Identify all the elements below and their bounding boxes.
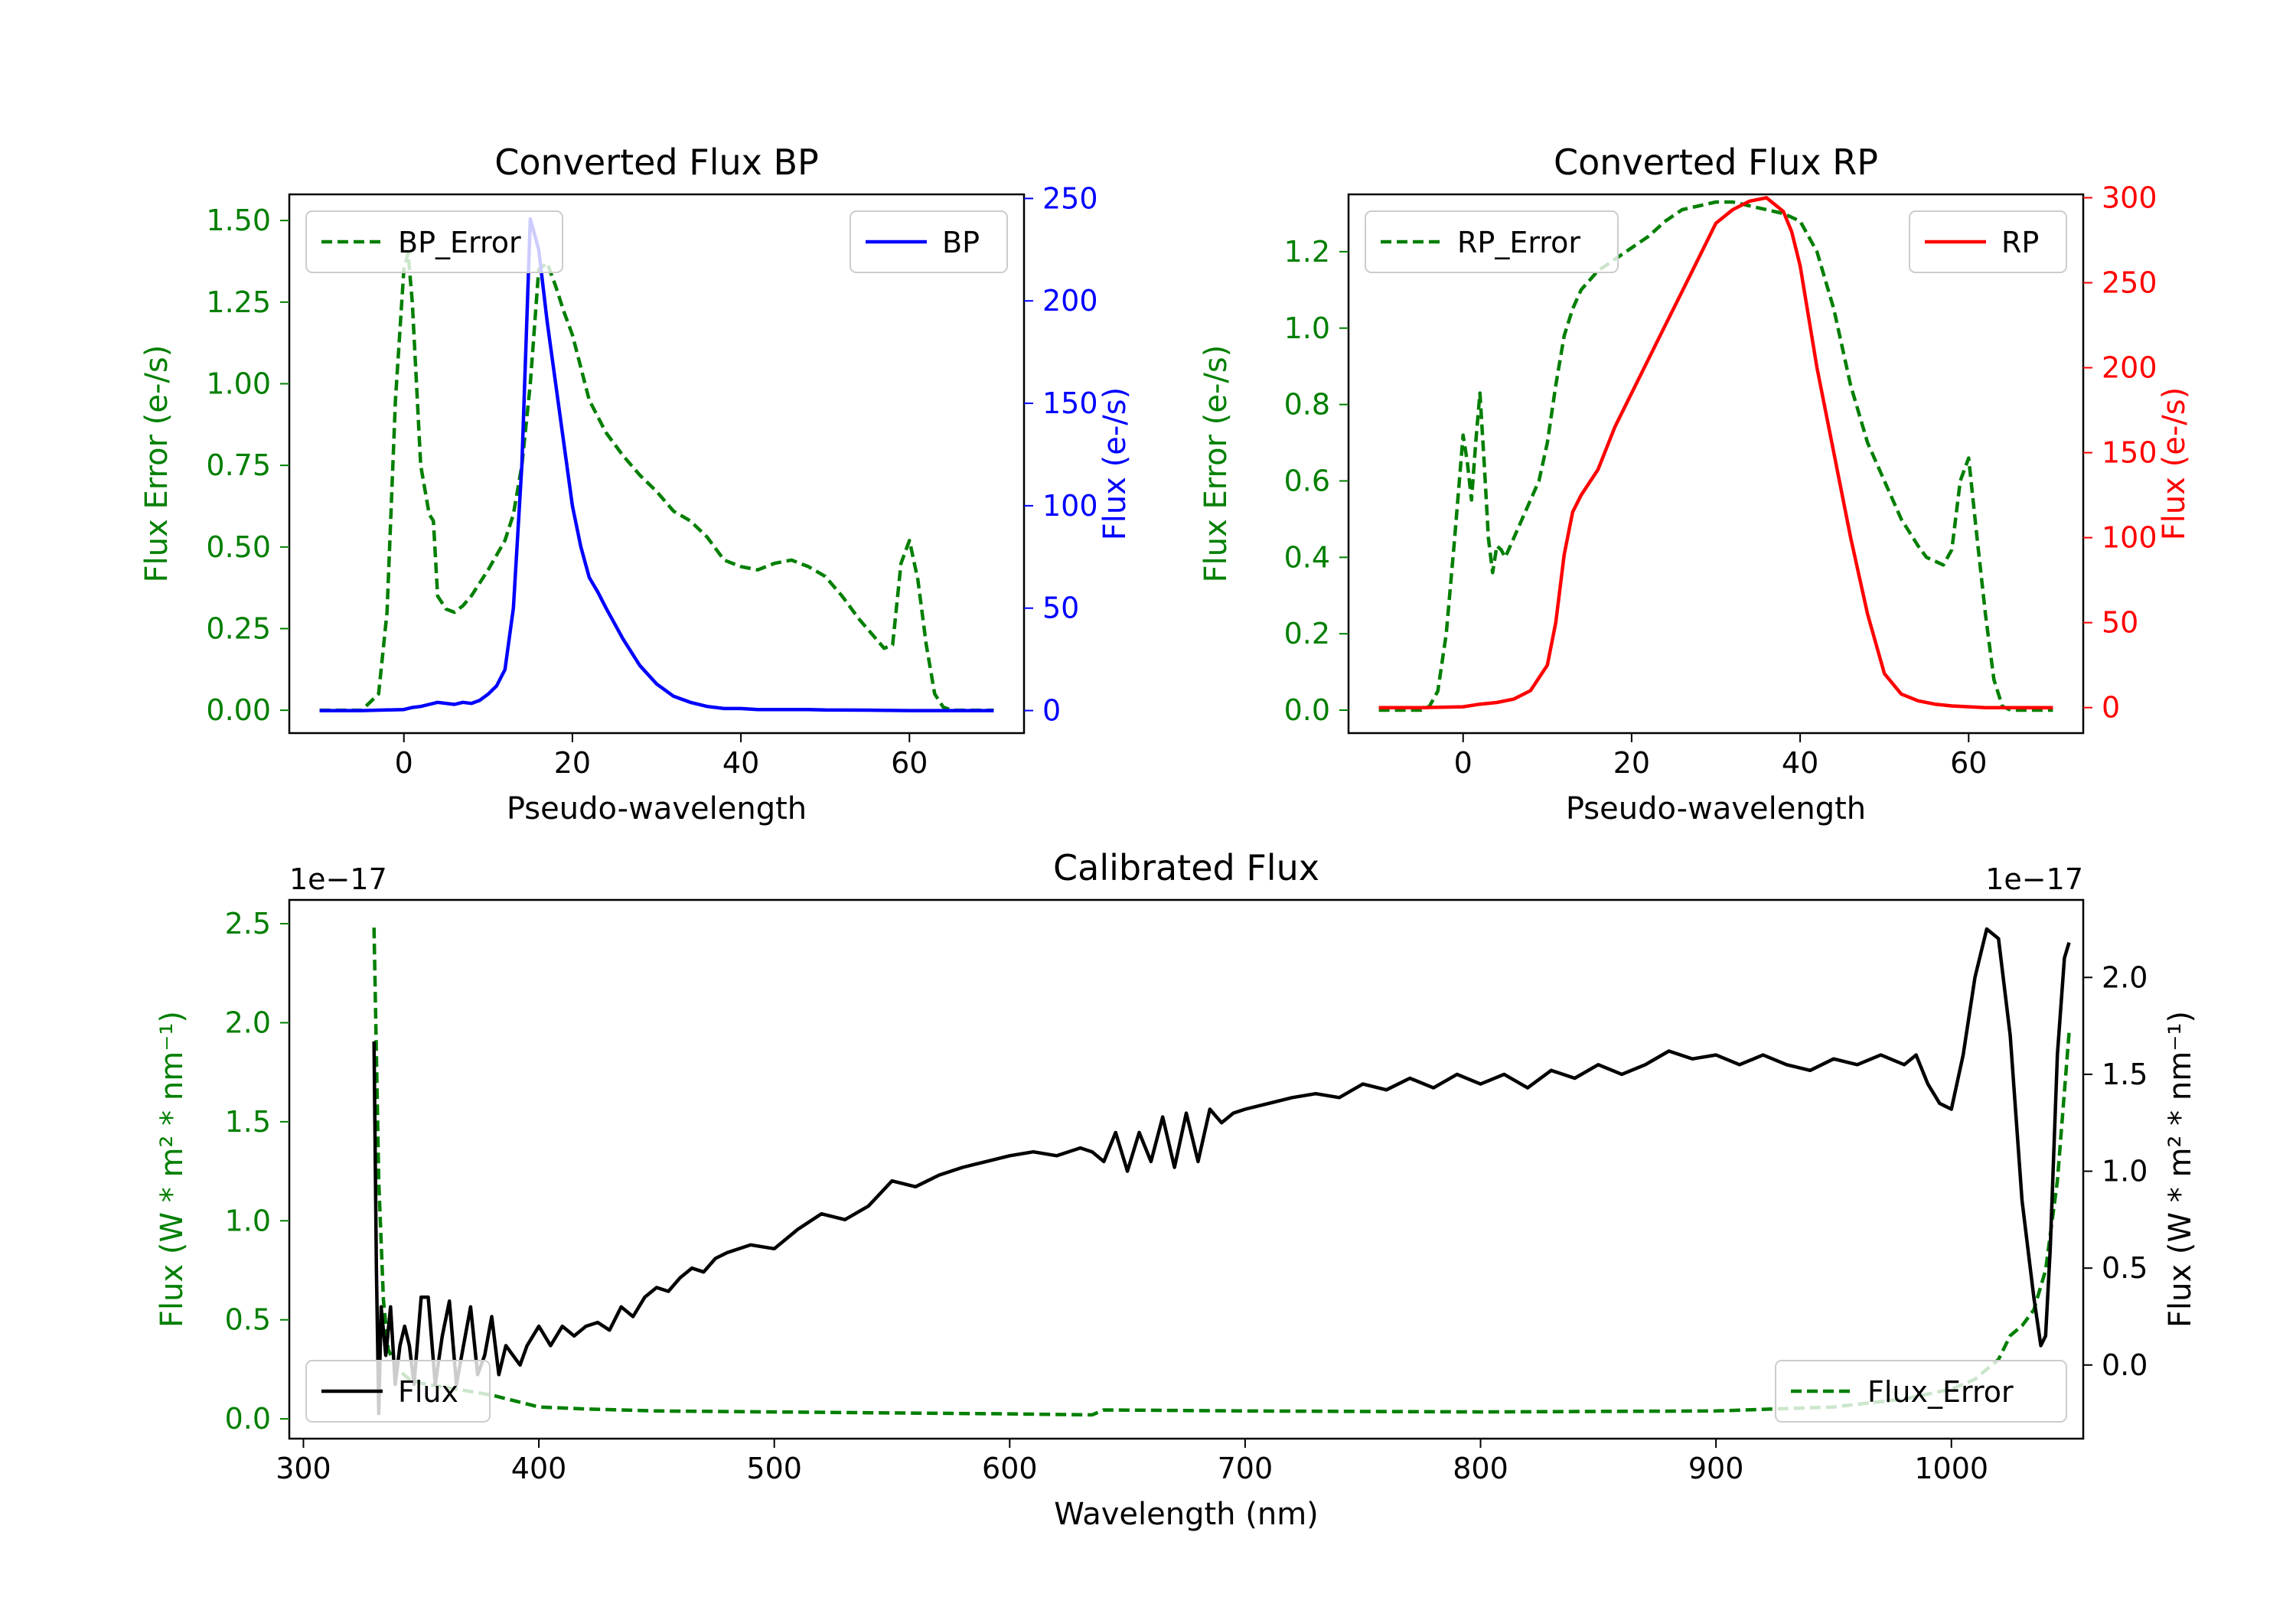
rp-series-rp-error [1378, 200, 2053, 712]
bp-ytick-left-label: 1.00 [206, 367, 271, 400]
bp-ytick-right-label: 150 [1042, 386, 1098, 420]
cal-series-flux-error [372, 927, 2071, 1417]
cal-legend-left [305, 1360, 491, 1423]
cal-ytick-right-label: 0.5 [2102, 1251, 2148, 1285]
rp-ytick-right-label: 250 [2102, 266, 2157, 299]
rp-ytick-right-label: 50 [2102, 606, 2138, 640]
cal-legend-left-label: Flux [398, 1375, 458, 1409]
bp-ytick-right-label: 200 [1042, 284, 1098, 318]
cal-ytick-right-label: 2.0 [2102, 960, 2148, 994]
bp-xtick-label: 40 [722, 746, 759, 780]
cal-title: Calibrated Flux [1053, 847, 1319, 888]
bp-xtick-label: 20 [554, 746, 591, 780]
rp-ytick-left-label: 0.6 [1284, 464, 1330, 497]
rp-ytick-right-label: 200 [2102, 351, 2157, 385]
cal-xtick-label: 600 [982, 1452, 1038, 1485]
cal-legend-right-label: Flux_Error [1867, 1375, 2014, 1409]
rp-xtick-label: 20 [1613, 746, 1650, 780]
cal-ytick-right-label: 1.5 [2102, 1058, 2148, 1091]
bp-legend-right [850, 210, 1008, 273]
cal-xtick-label: 1000 [1914, 1452, 1988, 1485]
cal-xtick-label: 800 [1453, 1452, 1508, 1485]
bp-ytick-right-label: 100 [1042, 489, 1098, 523]
bp-axes-frame [288, 193, 1026, 735]
rp-title: Converted Flux RP [1554, 142, 1878, 183]
cal-series-flux [372, 927, 2071, 1416]
rp-xlabel: Pseudo-wavelength [1566, 791, 1866, 826]
cal-xtick-label: 300 [276, 1452, 331, 1485]
cal-ytick-right-label: 1.0 [2102, 1155, 2148, 1188]
rp-legend-left-label: RP_Error [1457, 226, 1580, 259]
bp-xlabel: Pseudo-wavelength [507, 791, 807, 826]
bp-series-bp [319, 217, 994, 712]
cal-legend-right [1775, 1360, 2067, 1423]
rp-series-rp [1378, 196, 2053, 709]
cal-xlabel: Wavelength (nm) [1054, 1497, 1319, 1532]
cal-xtick-label: 700 [1218, 1452, 1274, 1485]
rp-ytick-left-label: 0.8 [1284, 388, 1330, 422]
cal-ytick-left-label: 0.0 [225, 1402, 271, 1436]
cal-ytick-left-label: 2.5 [225, 907, 271, 940]
rp-ytick-right-label: 300 [2102, 181, 2157, 214]
cal-ylabel-left: Flux (W * m² * nm⁻¹) [155, 1011, 190, 1328]
rp-xtick-label: 0 [1454, 746, 1473, 780]
rp-ylabel-left: Flux Error (e-/s) [1199, 345, 1234, 583]
rp-ytick-right-label: 150 [2102, 436, 2157, 470]
rp-plot-area [1378, 196, 2053, 712]
cal-axes-frame [288, 898, 2085, 1440]
rp-ylabel-right: Flux (e-/s) [2157, 387, 2192, 540]
cal-xtick-label: 400 [511, 1452, 567, 1485]
rp-ytick-left-label: 1.2 [1284, 235, 1330, 269]
rp-xtick-label: 40 [1782, 746, 1818, 780]
bp-ytick-left-label: 0.50 [206, 530, 271, 564]
bp-ytick-left-label: 0.00 [206, 693, 271, 727]
cal-xtick-label: 500 [746, 1452, 802, 1485]
rp-ytick-left-label: 0.4 [1284, 540, 1330, 574]
rp-ytick-left-label: 0.2 [1284, 617, 1330, 650]
bp-ytick-right-label: 0 [1042, 694, 1061, 728]
cal-xtick-label: 900 [1688, 1452, 1744, 1485]
cal-ytick-left-label: 1.5 [225, 1105, 271, 1139]
bp-ylabel-left: Flux Error (e-/s) [139, 345, 174, 583]
rp-xtick-label: 60 [1950, 746, 1987, 780]
cal-offset-right: 1e−17 [1985, 862, 2083, 896]
bp-ytick-left-label: 0.25 [206, 611, 271, 645]
cal-ytick-left-label: 0.5 [225, 1303, 271, 1337]
bp-legend-left-label: BP_Error [398, 226, 521, 259]
rp-ytick-right-label: 100 [2102, 521, 2157, 555]
bp-ytick-right-label: 250 [1042, 181, 1098, 215]
rp-ytick-right-label: 0 [2102, 691, 2120, 725]
rp-legend-right [1909, 210, 2067, 273]
bp-xtick-label: 60 [891, 746, 928, 780]
cal-ytick-right-label: 0.0 [2102, 1348, 2148, 1382]
rp-legend-left [1365, 210, 1619, 273]
bp-ytick-right-label: 50 [1042, 592, 1079, 625]
bp-ylabel-right: Flux (e-/s) [1097, 387, 1133, 540]
bp-ytick-left-label: 1.25 [206, 285, 271, 319]
bp-xtick-label: 0 [395, 746, 413, 780]
cal-ytick-left-label: 2.0 [225, 1006, 271, 1039]
bp-series-bp-error [319, 251, 994, 712]
cal-ytick-left-label: 1.0 [225, 1204, 271, 1237]
bp-legend-left [305, 210, 563, 273]
bp-ytick-left-label: 0.75 [206, 448, 271, 482]
bp-plot-area [319, 217, 994, 712]
rp-legend-right-label: RP [2001, 226, 2039, 259]
cal-offset-left: 1e−17 [289, 862, 387, 896]
rp-ytick-left-label: 0.0 [1284, 693, 1330, 727]
bp-title: Converted Flux BP [494, 142, 819, 183]
bp-legend-right-label: BP [942, 226, 980, 259]
rp-ytick-left-label: 1.0 [1284, 311, 1330, 345]
cal-ylabel-right: Flux (W * m² * nm⁻¹) [2163, 1011, 2198, 1328]
rp-axes-frame [1347, 193, 2085, 735]
bp-ytick-left-label: 1.50 [206, 204, 271, 237]
cal-plot-area [372, 927, 2071, 1417]
